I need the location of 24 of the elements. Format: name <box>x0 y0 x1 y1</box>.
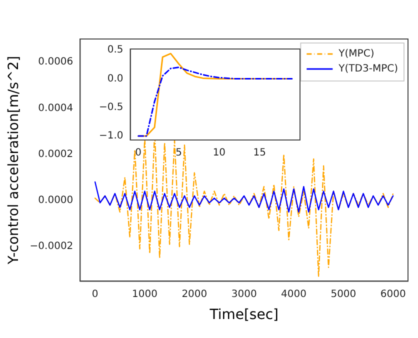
x-axis-title: Time[sec] <box>208 307 278 324</box>
x-tick-label: 2000 <box>182 288 208 300</box>
legend-label: Y(MPC) <box>338 48 374 60</box>
y-axis-title: Y-control acceleration[m/s^2] <box>6 56 22 266</box>
x-tick-label: 10 <box>212 148 226 159</box>
y-tick-label: 0.5 <box>107 44 124 56</box>
y-tick-label: 0.0000 <box>38 195 74 206</box>
x-tick-label: 0 <box>92 288 98 300</box>
x-tick-label: 5000 <box>330 288 356 300</box>
x-tick-label: 0 <box>135 148 142 159</box>
y-tick-label: 0.0002 <box>38 148 74 160</box>
x-tick-label: 5 <box>176 148 182 159</box>
y-tick-label: −1.0 <box>98 130 124 142</box>
y-tick-label: −0.0002 <box>30 241 74 252</box>
x-tick-label: 4000 <box>281 288 306 300</box>
legend-label: Y(TD3-MPC) <box>338 64 398 75</box>
y-tick-label: 0.0006 <box>38 56 74 68</box>
x-tick-label: 6000 <box>380 288 406 300</box>
y-tick-label: 0.0004 <box>38 102 74 114</box>
x-tick-label: 15 <box>253 148 266 159</box>
x-tick-label: 3000 <box>231 288 257 300</box>
y-tick-label: 0.0 <box>107 73 124 84</box>
x-tick-label: 1000 <box>132 288 158 300</box>
y-tick-label: −0.5 <box>98 102 124 113</box>
